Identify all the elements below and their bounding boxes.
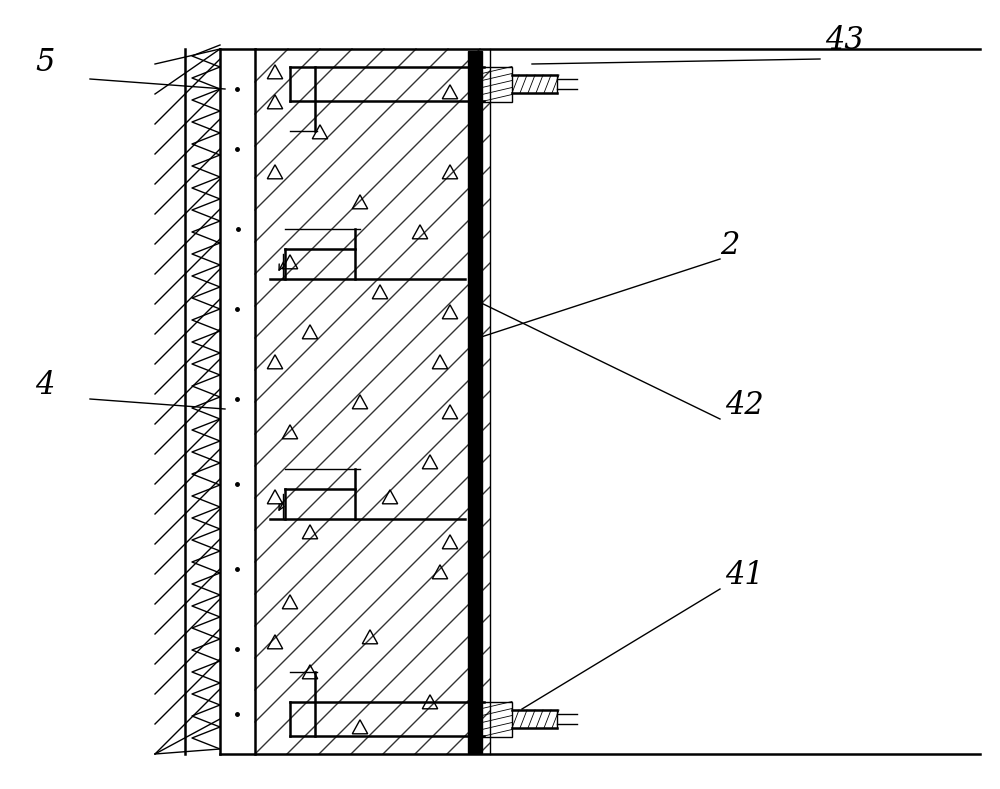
Bar [482,701,512,736]
Text: 2: 2 [720,230,739,261]
Text: 43: 43 [825,25,864,56]
Bar [482,66,512,102]
Bar [468,51,482,753]
Text: 42: 42 [725,390,764,421]
Text: 5: 5 [35,47,54,78]
Text: 41: 41 [725,560,764,591]
Text: 4: 4 [35,370,54,401]
